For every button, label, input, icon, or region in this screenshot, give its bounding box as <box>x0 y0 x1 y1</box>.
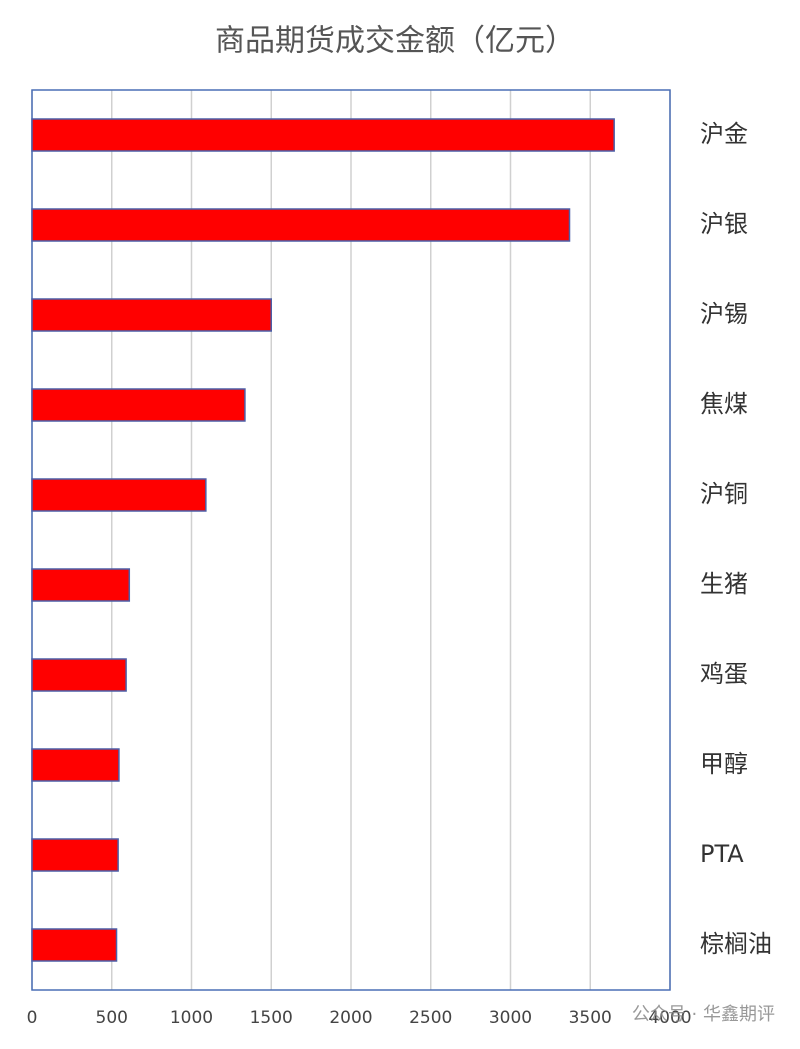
plot-frame <box>31 89 671 991</box>
x-tick-label: 500 <box>96 1008 128 1028</box>
watermark: 公众号 · 华鑫期评 <box>632 1004 775 1025</box>
y-tick-label: 甲醇 <box>700 750 748 778</box>
x-tick-label: 2500 <box>409 1008 452 1028</box>
x-tick-label: 4000 <box>648 1008 691 1028</box>
y-tick-label: 焦煤 <box>700 390 748 418</box>
bar <box>31 208 571 242</box>
bar <box>31 658 127 692</box>
bar <box>31 838 119 872</box>
x-tick-label: 1000 <box>170 1008 213 1028</box>
x-tick-label: 3500 <box>569 1008 612 1028</box>
bar <box>31 748 120 782</box>
y-tick-label: 沪铜 <box>700 480 748 508</box>
y-tick-label: 沪锡 <box>700 300 748 328</box>
bar <box>31 388 246 422</box>
bar <box>31 568 131 602</box>
y-tick-label: 生猪 <box>700 570 748 598</box>
chart-title: 商品期货成交金额（亿元） <box>215 24 575 59</box>
bar <box>31 118 615 152</box>
x-tick-label: 3000 <box>489 1008 532 1028</box>
bar <box>31 478 207 512</box>
x-tick-label: 2000 <box>329 1008 372 1028</box>
y-tick-label: 鸡蛋 <box>700 660 748 688</box>
x-tick-label: 1500 <box>250 1008 293 1028</box>
y-tick-label: 棕榈油 <box>700 930 772 958</box>
y-tick-label: 沪银 <box>700 210 748 238</box>
x-tick-label: 0 <box>27 1008 38 1028</box>
bar <box>31 928 118 962</box>
y-tick-label: PTA <box>700 840 744 868</box>
bar <box>31 298 272 332</box>
y-tick-label: 沪金 <box>700 120 748 148</box>
